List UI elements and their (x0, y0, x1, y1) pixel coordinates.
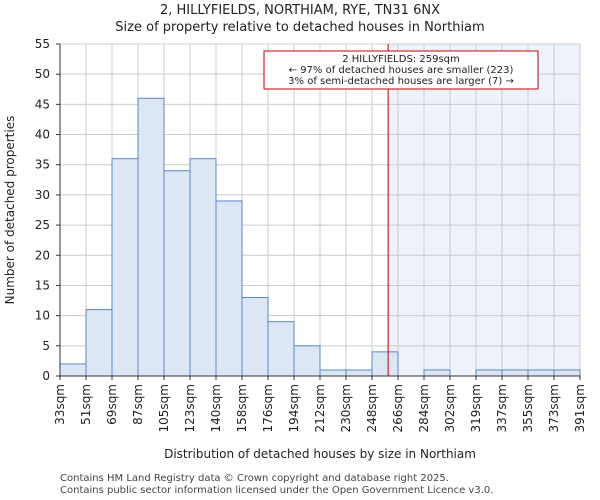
x-tick-label: 158sqm (235, 384, 249, 432)
histogram-bar (293, 345, 321, 377)
annotation-text: 2 HILLYFIELDS: 259sqm (342, 54, 460, 65)
annotation-box (263, 50, 539, 90)
x-tick-label: 391sqm (573, 384, 587, 432)
x-tick-label: 123sqm (183, 384, 197, 432)
x-tick-label: 105sqm (157, 384, 171, 432)
x-tick-label: 230sqm (339, 384, 353, 432)
histogram-bar (59, 363, 87, 377)
x-tick-label: 266sqm (391, 384, 405, 432)
histogram-bar (163, 170, 191, 377)
y-tick-label: 45 (35, 97, 50, 111)
x-tick-label: 284sqm (417, 384, 431, 432)
annotation-text: 3% of semi-detached houses are larger (7… (288, 76, 514, 87)
histogram-bar (215, 200, 243, 377)
y-tick-label: 30 (35, 188, 50, 202)
x-tick-label: 87sqm (131, 384, 145, 425)
y-tick-label: 55 (35, 37, 50, 51)
histogram-bar (241, 297, 269, 377)
larger-region-shade (388, 44, 580, 376)
x-tick-label: 69sqm (105, 384, 119, 425)
histogram-bar (553, 369, 581, 377)
x-tick-label: 355sqm (521, 384, 535, 432)
x-tick-label: 33sqm (53, 384, 67, 425)
x-tick-label: 337sqm (495, 384, 509, 432)
x-axis-label: Distribution of detached houses by size … (164, 447, 476, 461)
footer-copyright: Contains HM Land Registry data © Crown c… (60, 473, 449, 484)
y-tick-label: 10 (35, 309, 50, 323)
x-tick-label: 212sqm (313, 384, 327, 432)
chart-title-address: 2, HILLYFIELDS, NORTHIAM, RYE, TN31 6NX (160, 3, 440, 18)
y-tick-label: 20 (35, 248, 50, 262)
x-tick-label: 373sqm (547, 384, 561, 432)
y-tick-label: 0 (42, 369, 50, 383)
histogram-bar (111, 158, 139, 377)
histogram-bar (501, 369, 529, 377)
histogram-bar (371, 351, 399, 377)
histogram-bar (189, 158, 217, 377)
y-tick-label: 5 (42, 339, 50, 353)
histogram-bar (137, 97, 165, 377)
x-tick-label: 248sqm (365, 384, 379, 432)
histogram-bar (527, 369, 555, 377)
annotation-text: ← 97% of detached houses are smaller (22… (289, 65, 514, 76)
y-tick-label: 25 (35, 218, 50, 232)
histogram-bar (423, 369, 451, 377)
histogram-bar (319, 369, 347, 377)
footer-licence: Contains public sector information licen… (60, 485, 494, 496)
histogram-bar (345, 369, 373, 377)
x-tick-label: 140sqm (209, 384, 223, 432)
x-tick-label: 176sqm (261, 384, 275, 432)
histogram-bar (475, 369, 503, 377)
histogram-bar (267, 321, 295, 377)
histogram-bar (85, 309, 113, 377)
x-tick-label: 319sqm (469, 384, 483, 432)
chart-title: Size of property relative to detached ho… (115, 20, 485, 35)
x-tick-label: 302sqm (443, 384, 457, 432)
x-tick-label: 194sqm (287, 384, 301, 432)
y-axis-label: Number of detached properties (3, 116, 17, 305)
y-tick-label: 40 (35, 128, 50, 142)
y-tick-label: 35 (35, 158, 50, 172)
histogram-chart: 0 5 10 15 20 25 30 35 40 45 50 55 33sqm 51sqm 69sqm 87… (3, 37, 587, 461)
x-tick-label: 51sqm (79, 384, 93, 425)
y-tick-label: 50 (35, 67, 50, 81)
y-tick-label: 15 (35, 278, 50, 292)
